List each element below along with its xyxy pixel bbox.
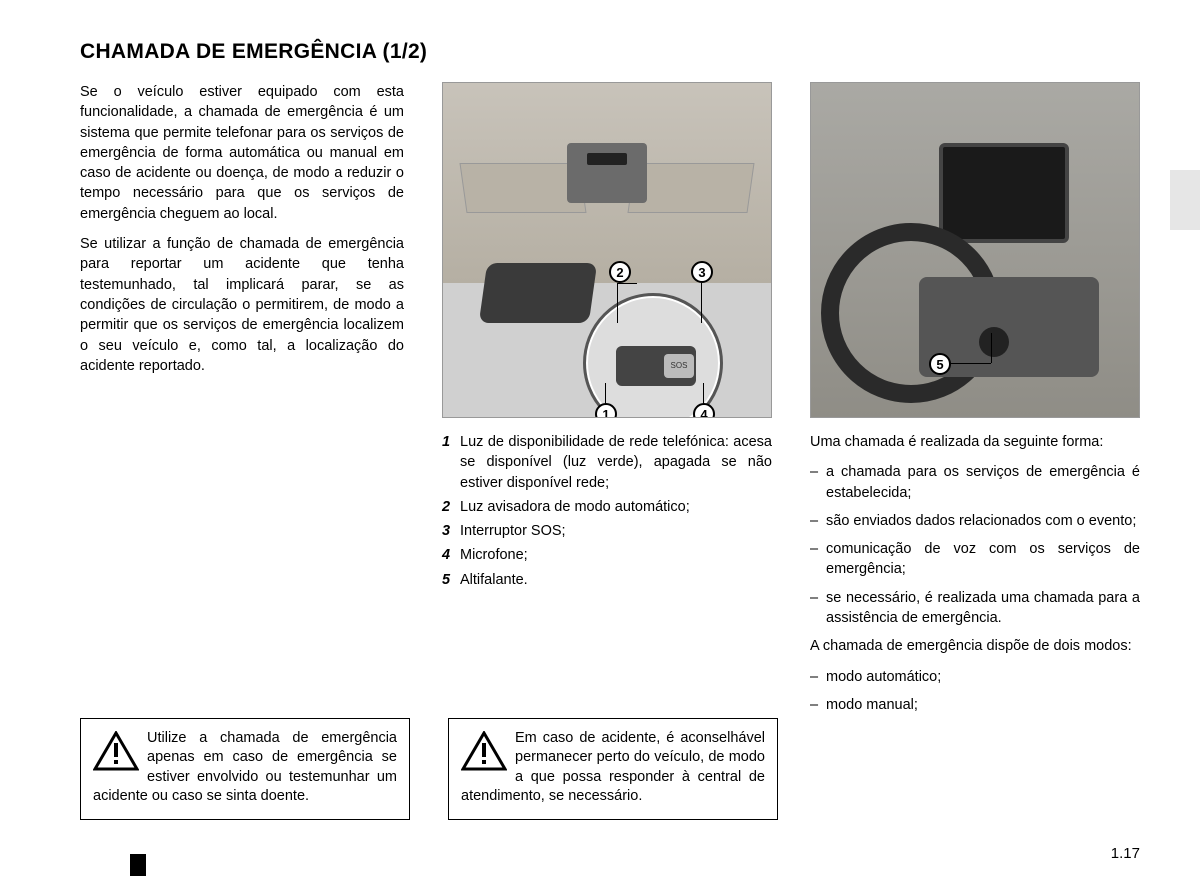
list-item-text: modo manual;	[826, 695, 1140, 715]
legend-num: 5	[442, 570, 460, 590]
list-item: modo automático;	[810, 667, 1140, 687]
legend-item-3: 3 Interruptor SOS;	[442, 521, 772, 541]
figure-dashboard: 51082 5	[810, 82, 1140, 418]
call-steps-list: a chamada para os serviços de emergência…	[810, 462, 1140, 628]
list-item-text: modo automático;	[826, 667, 1140, 687]
callout-3: 3	[691, 261, 713, 283]
legend-num: 1	[442, 432, 460, 493]
page-title: CHAMADA DE EMERGÊNCIA (1/2)	[80, 40, 1140, 64]
intro-paragraph-1: Se o veículo estiver equipado com esta f…	[80, 82, 404, 224]
sos-button-icon: SOS	[664, 354, 694, 378]
figure-overhead-console: 51083 SOS 2 3 1 4	[442, 82, 772, 418]
list-item-text: são enviados dados relacionados com o ev…	[826, 511, 1140, 531]
legend-item-1: 1 Luz de disponibilidade de rede telefón…	[442, 432, 772, 493]
list-item-text: se necessário, é realizada uma chamada p…	[826, 588, 1140, 629]
list-item: a chamada para os serviços de emergência…	[810, 462, 1140, 503]
list-item-text: a chamada para os serviços de emergência…	[826, 462, 1140, 503]
callout-1: 1	[595, 403, 617, 418]
legend-num: 2	[442, 497, 460, 517]
callout-4: 4	[693, 403, 715, 418]
legend-item-4: 4 Microfone;	[442, 545, 772, 565]
intro-paragraph-2: Se utilizar a função de chamada de emerg…	[80, 234, 404, 376]
warning-icon	[461, 731, 507, 771]
column-3: 51082 5 Uma chamada é realizada da segui…	[810, 82, 1140, 723]
legend-text: Altifalante.	[460, 570, 772, 590]
modes-list: modo automático; modo manual;	[810, 667, 1140, 716]
legend-text: Luz avisadora de modo automático;	[460, 497, 772, 517]
legend-text: Luz de disponibilidade de rede telefónic…	[460, 432, 772, 493]
warning-box-1: Utilize a chamada de emergência apenas e…	[80, 718, 410, 820]
list-item: são enviados dados relacionados com o ev…	[810, 511, 1140, 531]
column-2: 51083 SOS 2 3 1 4 1 Luz de disponibilida…	[442, 82, 772, 723]
column-1: Se o veículo estiver equipado com esta f…	[80, 82, 404, 723]
legend-text: Interruptor SOS;	[460, 521, 772, 541]
modes-intro: A chamada de emergência dispõe de dois m…	[810, 636, 1140, 656]
page-side-tab	[1170, 170, 1200, 230]
callout-2: 2	[609, 261, 631, 283]
call-intro: Uma chamada é realizada da seguinte form…	[810, 432, 1140, 452]
list-item: se necessário, é realizada uma chamada p…	[810, 588, 1140, 629]
page-number: 1.17	[1111, 845, 1140, 862]
content-columns: Se o veículo estiver equipado com esta f…	[80, 82, 1140, 723]
list-item: comunicação de voz com os serviços de em…	[810, 539, 1140, 580]
legend-num: 4	[442, 545, 460, 565]
legend-item-2: 2 Luz avisadora de modo automático;	[442, 497, 772, 517]
zoom-detail: SOS	[583, 293, 723, 418]
legend-num: 3	[442, 521, 460, 541]
footer-mark	[130, 854, 146, 876]
warning-icon	[93, 731, 139, 771]
callout-5: 5	[929, 353, 951, 375]
legend-text: Microfone;	[460, 545, 772, 565]
list-item-text: comunicação de voz com os serviços de em…	[826, 539, 1140, 580]
list-item: modo manual;	[810, 695, 1140, 715]
legend-item-5: 5 Altifalante.	[442, 570, 772, 590]
warning-box-2: Em caso de acidente, é aconselhável perm…	[448, 718, 778, 820]
